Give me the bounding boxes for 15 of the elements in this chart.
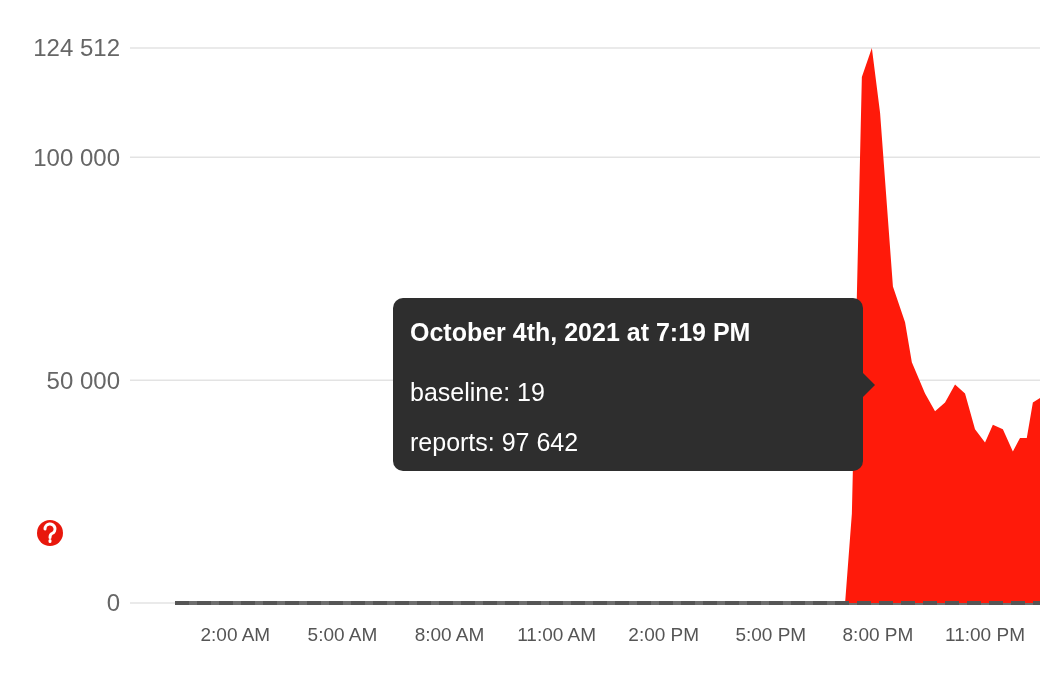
x-tick-label: 11:00 AM bbox=[517, 624, 597, 645]
annotation: baseline: 19 bbox=[410, 378, 545, 406]
y-tick-label: 100 000 bbox=[33, 143, 120, 171]
x-tick-label: 11:00 PM bbox=[945, 624, 1025, 645]
x-tick-label: 8:00 PM bbox=[842, 624, 914, 645]
x-tick-label: 2:00 AM bbox=[200, 624, 271, 645]
y-tick-label: 124 512 bbox=[33, 34, 120, 62]
annotation: reports: 97 642 bbox=[410, 428, 579, 456]
y-tick-label: 0 bbox=[106, 589, 120, 617]
x-tick-label: 8:00 AM bbox=[414, 624, 485, 645]
y-tick-label: 50 000 bbox=[46, 366, 120, 394]
x-tick-label: 5:00 PM bbox=[735, 624, 807, 645]
x-tick-label: 5:00 AM bbox=[307, 624, 378, 645]
annotation: October 4th, 2021 at 7:19 PM bbox=[410, 318, 751, 346]
x-tick-label: 2:00 PM bbox=[628, 624, 700, 645]
